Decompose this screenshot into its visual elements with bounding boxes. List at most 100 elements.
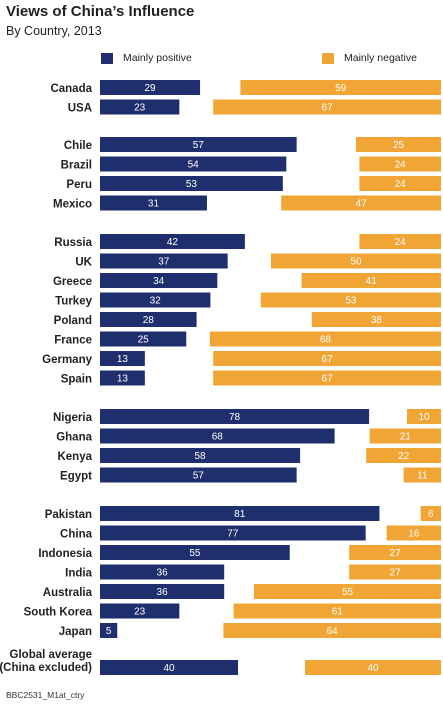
bar-positive-japan — [100, 623, 118, 638]
value-negative-mexico: 47 — [356, 199, 368, 210]
value-positive-poland: 28 — [143, 315, 155, 326]
bar-positive-pakistan — [100, 506, 380, 521]
value-negative-global-average-china-excluded: 40 — [367, 663, 379, 674]
bar-positive-egypt — [100, 467, 297, 483]
chart-title: Views of China’s Influence — [6, 3, 195, 20]
value-negative-australia: 55 — [342, 587, 354, 598]
bar-negative-russia — [359, 234, 441, 249]
bar-negative-spain — [213, 370, 441, 386]
bar-negative-south-korea — [233, 603, 441, 619]
legend-positive: Mainly positive — [101, 52, 192, 64]
value-positive-global-average-china-excluded: 40 — [163, 663, 175, 674]
bar-negative-canada — [240, 80, 441, 95]
bar-positive-turkey — [100, 292, 211, 308]
source-note: BBC2531_M1at_ctry — [6, 690, 85, 700]
bar-negative-turkey — [260, 292, 441, 308]
bar-positive-ghana — [100, 428, 335, 444]
bar-positive-canada — [100, 80, 201, 95]
bar-positive-usa — [100, 99, 180, 115]
country-label-peru: Peru — [66, 179, 92, 191]
value-positive-pakistan: 81 — [234, 509, 246, 520]
country-label-indonesia: Indonesia — [38, 548, 92, 560]
legend-negative: Mainly negative — [322, 52, 417, 64]
value-negative-greece: 41 — [366, 276, 378, 287]
country-label-greece: Greece — [53, 276, 92, 288]
value-negative-indonesia: 27 — [390, 548, 402, 559]
value-negative-usa: 67 — [322, 103, 334, 114]
value-negative-poland: 38 — [371, 315, 383, 326]
country-label-france: France — [54, 335, 92, 347]
bar-positive-poland — [100, 312, 197, 327]
bar-negative-peru — [359, 176, 441, 191]
value-negative-kenya: 22 — [398, 451, 410, 462]
value-positive-russia: 42 — [167, 237, 179, 248]
bar-positive-uk — [100, 253, 228, 269]
country-label-chile: Chile — [64, 140, 92, 152]
legend-positive-label: Mainly positive — [123, 52, 192, 64]
value-positive-france: 25 — [138, 335, 150, 346]
value-negative-turkey: 53 — [345, 296, 357, 307]
bar-negative-china — [386, 525, 441, 541]
value-positive-germany: 13 — [117, 354, 129, 365]
value-positive-south-korea: 23 — [134, 607, 146, 618]
bar-positive-germany — [100, 351, 145, 366]
bar-negative-usa — [213, 99, 441, 115]
country-label-poland: Poland — [54, 315, 92, 327]
legend-negative-swatch — [322, 52, 334, 64]
country-label-egypt: Egypt — [60, 471, 92, 483]
bar-positive-mexico — [100, 195, 207, 211]
value-negative-uk: 50 — [350, 257, 362, 268]
bar-negative-pakistan — [420, 506, 441, 521]
value-negative-brazil: 24 — [395, 160, 407, 171]
bar-positive-russia — [100, 234, 245, 249]
value-negative-chile: 25 — [393, 140, 405, 151]
country-label-japan: Japan — [59, 626, 92, 638]
country-label-global-average-china-excluded: Global average (China excluded) — [0, 649, 92, 674]
bar-negative-global-average-china-excluded — [305, 660, 441, 675]
bar-negative-mexico — [281, 195, 441, 211]
value-positive-greece: 34 — [153, 276, 165, 287]
value-positive-chile: 57 — [193, 140, 205, 151]
country-label-nigeria: Nigeria — [53, 412, 93, 424]
value-positive-canada: 29 — [144, 83, 156, 94]
country-label-canada: Canada — [50, 83, 92, 95]
value-positive-china: 77 — [227, 529, 239, 540]
value-negative-peru: 24 — [395, 179, 407, 190]
bar-positive-greece — [100, 273, 218, 288]
country-label-ghana: Ghana — [56, 432, 92, 444]
bar-positive-australia — [100, 584, 225, 599]
value-positive-brazil: 54 — [188, 160, 200, 171]
country-label-brazil: Brazil — [61, 160, 92, 172]
bar-negative-australia — [254, 584, 441, 599]
bar-negative-indonesia — [349, 545, 441, 560]
value-positive-nigeria: 78 — [229, 412, 241, 423]
bar-positive-south-korea — [100, 603, 180, 619]
value-positive-egypt: 57 — [193, 471, 205, 482]
value-positive-mexico: 31 — [148, 199, 160, 210]
country-label-australia: Australia — [43, 587, 93, 599]
bar-positive-global-average-china-excluded — [100, 660, 238, 675]
value-negative-china: 16 — [408, 529, 420, 540]
value-positive-australia: 36 — [157, 587, 169, 598]
value-positive-indonesia: 55 — [189, 548, 201, 559]
country-label-mexico: Mexico — [53, 199, 92, 211]
country-label-spain: Spain — [61, 374, 92, 386]
country-label-turkey: Turkey — [55, 296, 92, 308]
bar-positive-india — [100, 564, 225, 580]
value-negative-pakistan: 6 — [428, 509, 434, 520]
value-positive-uk: 37 — [158, 257, 170, 268]
value-negative-spain: 67 — [322, 374, 334, 385]
bar-negative-chile — [356, 137, 441, 152]
country-label-germany: Germany — [42, 354, 92, 366]
bar-positive-brazil — [100, 156, 287, 172]
bar-negative-uk — [271, 253, 441, 269]
value-negative-ghana: 21 — [400, 432, 412, 443]
bar-negative-france — [209, 331, 441, 347]
value-positive-peru: 53 — [186, 179, 198, 190]
country-label-china: China — [60, 529, 93, 541]
bar-negative-kenya — [366, 448, 441, 463]
value-negative-france: 68 — [320, 335, 332, 346]
value-positive-usa: 23 — [134, 103, 146, 114]
country-label-pakistan: Pakistan — [45, 509, 92, 521]
